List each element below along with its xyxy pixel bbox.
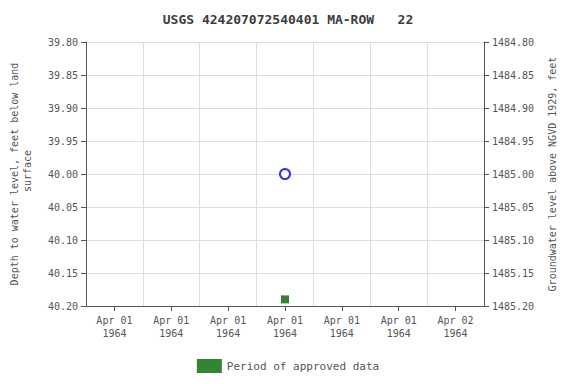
svg-text:1485.15: 1485.15 <box>492 268 534 279</box>
svg-text:1964: 1964 <box>444 328 468 339</box>
svg-text:1484.85: 1484.85 <box>492 70 534 81</box>
svg-text:1964: 1964 <box>273 328 297 339</box>
svg-text:39.90: 39.90 <box>48 103 78 114</box>
svg-text:40.15: 40.15 <box>48 268 78 279</box>
svg-text:surface: surface <box>22 150 33 198</box>
svg-text:1485.05: 1485.05 <box>492 202 534 213</box>
svg-text:40.10: 40.10 <box>48 235 78 246</box>
svg-text:40.05: 40.05 <box>48 202 78 213</box>
svg-text:1484.95: 1484.95 <box>492 136 534 147</box>
svg-text:1964: 1964 <box>330 328 354 339</box>
svg-text:Apr 01: Apr 01 <box>210 315 246 326</box>
svg-text:1964: 1964 <box>216 328 240 339</box>
svg-text:USGS 424207072540401 MA-ROW: USGS 424207072540401 MA-ROW 22 <box>163 12 413 27</box>
svg-text:1484.80: 1484.80 <box>492 37 534 48</box>
svg-text:40.00: 40.00 <box>48 169 78 180</box>
svg-text:40.20: 40.20 <box>48 301 78 312</box>
svg-text:1485.10: 1485.10 <box>492 235 534 246</box>
svg-text:1964: 1964 <box>159 328 183 339</box>
svg-text:1964: 1964 <box>387 328 411 339</box>
svg-text:1484.90: 1484.90 <box>492 103 534 114</box>
svg-text:Apr 01: Apr 01 <box>324 315 360 326</box>
svg-text:Depth to water level, feet bel: Depth to water level, feet below land <box>9 63 20 286</box>
svg-text:Apr 01: Apr 01 <box>96 315 132 326</box>
svg-text:Period of approved data: Period of approved data <box>227 360 379 373</box>
svg-text:1964: 1964 <box>102 328 126 339</box>
svg-text:1485.20: 1485.20 <box>492 301 534 312</box>
svg-text:1485.00: 1485.00 <box>492 169 534 180</box>
svg-text:39.80: 39.80 <box>48 37 78 48</box>
svg-text:Apr 01: Apr 01 <box>153 315 189 326</box>
svg-text:Apr 01: Apr 01 <box>267 315 303 326</box>
svg-text:Apr 01: Apr 01 <box>381 315 417 326</box>
svg-text:Apr 02: Apr 02 <box>438 315 474 326</box>
svg-text:Groundwater level above NGVD 1: Groundwater level above NGVD 1929, feet <box>547 57 558 292</box>
svg-text:39.95: 39.95 <box>48 136 78 147</box>
svg-text:39.85: 39.85 <box>48 70 78 81</box>
